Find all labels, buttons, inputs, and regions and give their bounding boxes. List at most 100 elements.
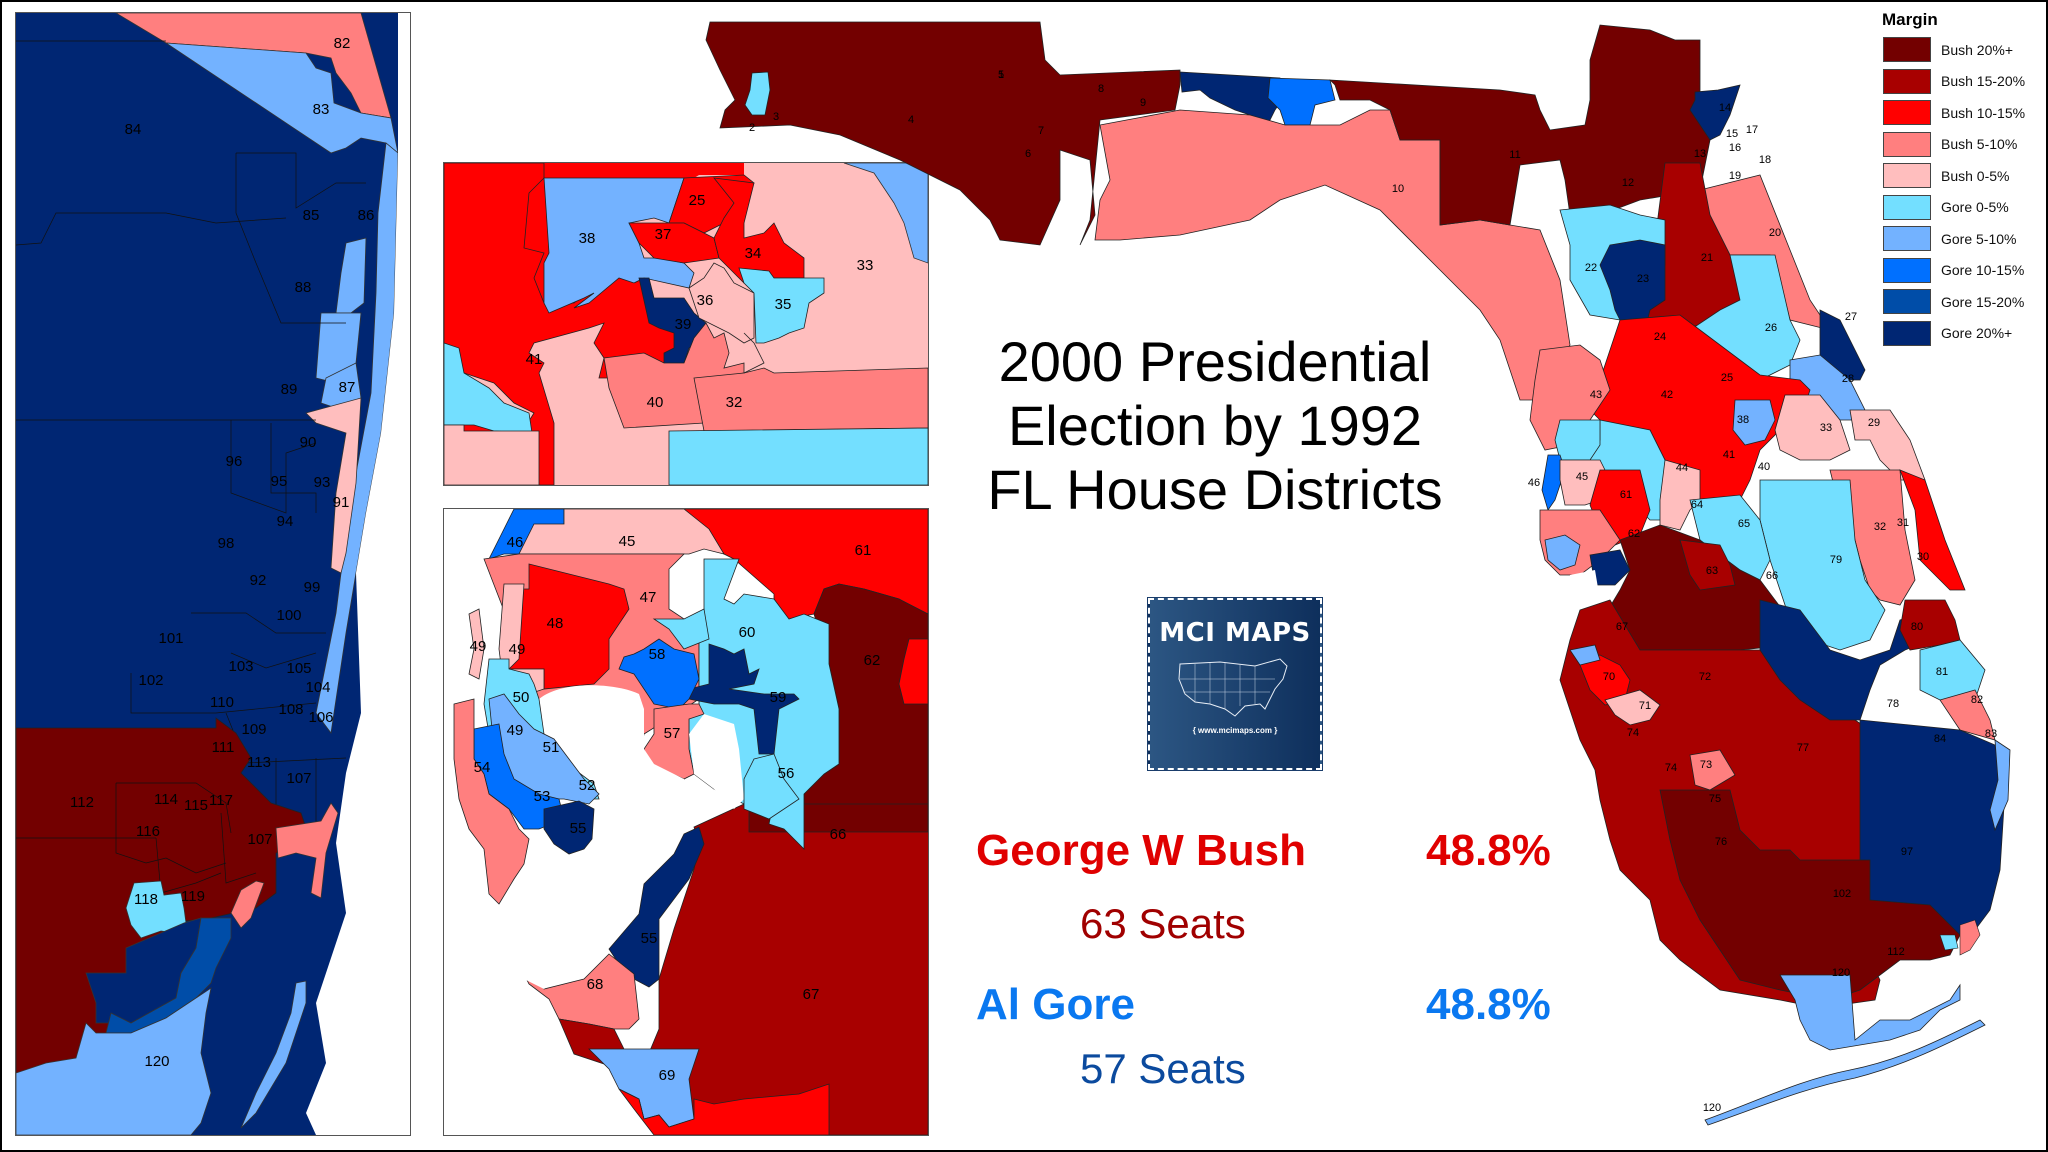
- svg-text:66: 66: [830, 826, 847, 843]
- svg-text:103: 103: [228, 658, 253, 675]
- svg-text:88: 88: [295, 279, 312, 296]
- legend-item: Bush 15-20%: [1870, 66, 2040, 98]
- legend-item: Gore 0-5%: [1870, 192, 2040, 224]
- legend-label: Gore 20%+: [1941, 325, 2013, 342]
- svg-text:107: 107: [247, 831, 272, 848]
- svg-text:91: 91: [333, 494, 350, 511]
- svg-text:38: 38: [579, 230, 596, 247]
- svg-text:45: 45: [619, 533, 636, 550]
- orlando-map: 25 37 38 34 33 36 35 39 41 40 32: [444, 163, 928, 485]
- svg-text:99: 99: [304, 579, 321, 596]
- south-florida-map: 82 83 84 85 86 88 87 89 90 96 95 93 91 9…: [16, 13, 410, 1135]
- legend-label: Gore 0-5%: [1941, 199, 2009, 216]
- svg-text:102: 102: [138, 672, 163, 689]
- svg-text:56: 56: [778, 765, 795, 782]
- svg-text:60: 60: [739, 624, 756, 641]
- svg-text:101: 101: [158, 630, 183, 647]
- svg-text:59: 59: [770, 689, 787, 706]
- svg-text:93: 93: [314, 474, 331, 491]
- map-title: 2000 Presidential Election by 1992 FL Ho…: [930, 330, 1500, 522]
- legend-swatch: [1883, 289, 1931, 315]
- bush-seats: 63 Seats: [1080, 900, 1246, 947]
- inset-south-florida: 82 83 84 85 86 88 87 89 90 96 95 93 91 9…: [15, 12, 411, 1136]
- svg-text:94: 94: [277, 513, 294, 530]
- svg-text:86: 86: [358, 207, 375, 224]
- svg-text:54: 54: [474, 759, 491, 776]
- svg-text:25: 25: [689, 192, 706, 209]
- svg-text:85: 85: [303, 207, 320, 224]
- svg-text:41: 41: [526, 351, 543, 368]
- svg-text:32: 32: [726, 394, 743, 411]
- inset-orlando: 25 37 38 34 33 36 35 39 41 40 32: [443, 162, 929, 486]
- svg-text:119: 119: [181, 888, 205, 905]
- svg-text:98: 98: [218, 535, 235, 552]
- legend-item: Gore 15-20%: [1870, 286, 2040, 318]
- legend-swatch: [1883, 131, 1931, 157]
- usa-map-icon: [1178, 658, 1288, 717]
- svg-text:117: 117: [209, 792, 233, 809]
- legend-swatch: [1883, 226, 1931, 252]
- district-labels: 25 37 38 34 33 36 35 39 41 40 32: [526, 192, 874, 411]
- svg-text:111: 111: [212, 739, 235, 756]
- svg-text:87: 87: [339, 379, 356, 396]
- legend-label: Bush 15-20%: [1941, 73, 2026, 90]
- title-line-3: FL House Districts: [987, 458, 1443, 521]
- svg-text:40: 40: [647, 394, 664, 411]
- legend-label: Gore 5-10%: [1941, 230, 2017, 247]
- svg-text:55: 55: [641, 930, 658, 947]
- legend-swatch: [1883, 320, 1931, 346]
- legend-label: Gore 15-20%: [1941, 293, 2025, 310]
- svg-text:34: 34: [745, 245, 762, 262]
- legend: Margin Bush 20%+ Bush 15-20% Bush 10-15%…: [1870, 10, 2040, 349]
- legend-swatch: [1883, 257, 1931, 283]
- logo-url: { www.mcimaps.com }: [1192, 726, 1278, 735]
- svg-text:36: 36: [697, 292, 714, 309]
- svg-text:53: 53: [534, 788, 551, 805]
- svg-text:106: 106: [308, 709, 333, 726]
- svg-text:118: 118: [134, 891, 158, 908]
- legend-item: Gore 20%+: [1870, 318, 2040, 350]
- tampa-map: 46 45 61 47 48 49 49 60 58 62 50 59 57 4…: [444, 509, 928, 1135]
- legend-swatch: [1883, 68, 1931, 94]
- legend-label: Gore 10-15%: [1941, 262, 2025, 279]
- svg-text:116: 116: [136, 823, 160, 840]
- svg-text:95: 95: [271, 473, 288, 490]
- svg-text:57: 57: [664, 725, 681, 742]
- legend-label: Bush 0-5%: [1941, 167, 2010, 184]
- svg-text:46: 46: [507, 534, 524, 551]
- legend-label: Bush 5-10%: [1941, 136, 2018, 153]
- mci-maps-logo: MCI MAPS { www.mcimaps.com }: [1147, 597, 1323, 771]
- svg-text:51: 51: [543, 739, 560, 756]
- svg-text:114: 114: [154, 791, 178, 808]
- gore-name: Al Gore: [976, 980, 1135, 1029]
- svg-text:61: 61: [855, 542, 872, 559]
- svg-text:62: 62: [864, 652, 881, 669]
- district-labels: 46 45 61 47 48 49 49 60 58 62 50 59 57 4…: [470, 533, 881, 1084]
- svg-text:48: 48: [547, 615, 564, 632]
- legend-item: Bush 10-15%: [1870, 97, 2040, 129]
- svg-text:68: 68: [587, 976, 604, 993]
- legend-swatch: [1883, 194, 1931, 220]
- svg-text:113: 113: [247, 754, 271, 771]
- svg-text:33: 33: [857, 257, 874, 274]
- svg-text:90: 90: [300, 434, 317, 451]
- svg-text:92: 92: [250, 572, 267, 589]
- svg-text:67: 67: [803, 986, 820, 1003]
- svg-text:100: 100: [276, 607, 301, 624]
- svg-text:47: 47: [640, 589, 657, 606]
- svg-text:109: 109: [241, 721, 266, 738]
- svg-text:55: 55: [570, 820, 587, 837]
- svg-text:110: 110: [210, 694, 234, 711]
- legend-swatch: [1883, 37, 1931, 63]
- svg-text:52: 52: [579, 777, 596, 794]
- legend-title: Margin: [1882, 10, 1938, 29]
- legend-label: Bush 10-15%: [1941, 104, 2026, 121]
- svg-text:107: 107: [286, 770, 311, 787]
- svg-text:82: 82: [334, 35, 351, 52]
- legend-item: Gore 5-10%: [1870, 223, 2040, 255]
- svg-text:39: 39: [675, 316, 692, 333]
- svg-text:84: 84: [125, 121, 142, 138]
- svg-text:83: 83: [313, 101, 330, 118]
- district-labels: 82 83 84 85 86 88 87 89 90 96 95 93 91 9…: [70, 35, 374, 1070]
- svg-text:108: 108: [278, 701, 303, 718]
